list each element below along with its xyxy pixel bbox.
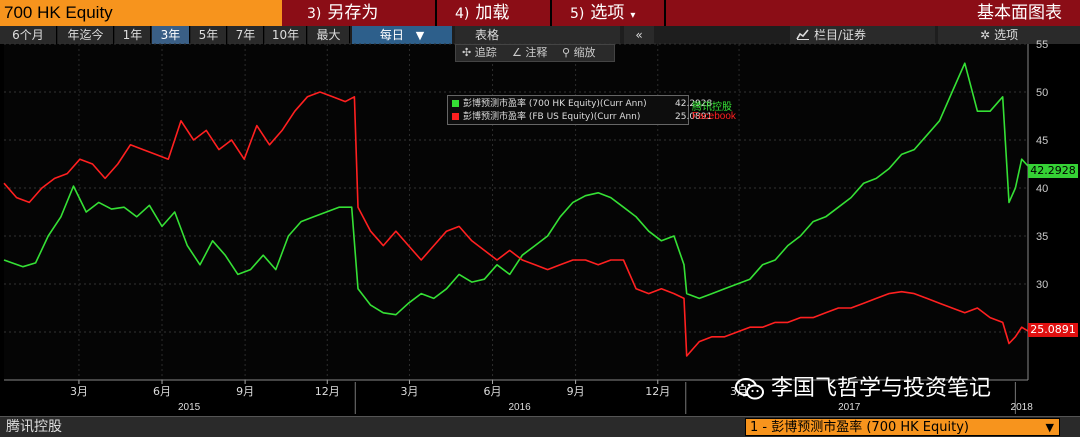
x-tick-label: 6月 — [484, 385, 502, 398]
y-tick-label: 55 — [1036, 39, 1048, 51]
period-5y[interactable]: 5年 — [191, 26, 227, 44]
track-label: 追踪 — [474, 46, 497, 59]
legend-label: 彭博预测市盈率 (FB US Equity)(Curr Ann) — [463, 112, 641, 122]
series-selector-label: 1 - 彭博预测市盈率 (700 HK Equity) — [750, 420, 969, 435]
period-1y[interactable]: 1年 — [115, 26, 151, 44]
load-label: 加载 — [475, 3, 510, 23]
crosshair-icon: ✣ — [462, 46, 475, 59]
options-button[interactable]: ✲ 选项 — [938, 26, 1080, 44]
table-button[interactable]: 表格 — [455, 26, 620, 44]
period-max[interactable]: 最大 — [308, 26, 350, 44]
triangle-down-icon: ▼ — [1045, 421, 1054, 434]
x-tick-label: 9月 — [567, 385, 585, 398]
year-label: 2015 — [178, 402, 201, 413]
frequency-value: 每日 — [379, 28, 404, 42]
x-tick-label: 6月 — [153, 385, 171, 398]
options-text: 选项 — [994, 28, 1019, 42]
x-tick-label: 9月 — [236, 385, 254, 398]
x-tick-label: 3月 — [70, 385, 88, 398]
watermark-text: 李国飞哲学与投资笔记 — [771, 376, 992, 401]
company-name: 腾讯控股 — [6, 419, 62, 435]
period-toolbar: 6个月 年迄今 1年 3年 5年 7年 10年 最大 每日 ▼ 表格 « 栏目/… — [0, 26, 1080, 44]
y-tick-label: 30 — [1036, 279, 1048, 291]
pencil-icon: ∠ — [512, 46, 526, 59]
period-7y[interactable]: 7年 — [228, 26, 264, 44]
year-label: 2017 — [838, 402, 861, 413]
zoom-tool[interactable]: ⚲ 缩放 — [562, 45, 596, 61]
y-tick-label: 50 — [1036, 87, 1048, 99]
period-6m[interactable]: 6个月 — [0, 26, 57, 44]
columns-label: 栏目/证券 — [814, 28, 867, 42]
legend-swatch — [452, 100, 459, 107]
magnifier-icon: ⚲ — [562, 46, 574, 59]
wechat-icon — [735, 378, 764, 400]
gear-icon: ✲ — [980, 28, 991, 42]
legend-name-facebook: Facebook — [692, 111, 736, 122]
frequency-select[interactable]: 每日 ▼ — [352, 26, 452, 44]
series-selector[interactable]: 1 - 彭博预测市盈率 (700 HK Equity) ▼ — [745, 418, 1060, 436]
x-tick-label: 12月 — [315, 385, 340, 398]
load-button[interactable]: 4) 加载 — [439, 0, 552, 26]
columns-securities-button[interactable]: 栏目/证券 — [790, 26, 935, 44]
legend-value: 42.2928 — [675, 99, 713, 109]
x-tick-label: 3月 — [400, 385, 418, 398]
series-line-tencent — [3, 62, 1029, 316]
last-value-badge-tencent: 42.2928 — [1028, 164, 1078, 178]
title-bar: 700 HK Equity 3) 另存为 4) 加载 5) 选项 ▾ 基本面图表 — [0, 0, 1080, 26]
collapse-button[interactable]: « — [624, 26, 654, 44]
period-3y[interactable]: 3年 — [152, 26, 190, 44]
options-menu[interactable]: 5) 选项 ▾ — [554, 0, 666, 26]
annotate-tool[interactable]: ∠ 注释 — [512, 45, 547, 61]
period-10y[interactable]: 10年 — [265, 26, 307, 44]
series-layer — [3, 62, 1029, 357]
y-tick-label: 40 — [1036, 183, 1048, 195]
legend-entry: 彭博预测市盈率 (700 HK Equity)(Curr Ann) 42.292… — [452, 97, 712, 111]
annotate-label: 注释 — [525, 46, 548, 59]
save-as-label: 另存为 — [327, 3, 379, 23]
save-as-button[interactable]: 3) 另存为 — [285, 0, 437, 26]
last-value-badge-facebook: 25.0891 — [1028, 323, 1078, 337]
zoom-label: 缩放 — [573, 46, 596, 59]
caret-down-icon: ▾ — [630, 10, 636, 21]
chart-tools: ✣ 追踪 ∠ 注释 ⚲ 缩放 — [455, 44, 615, 62]
legend-entry: 彭博预测市盈率 (FB US Equity)(Curr Ann) 25.0891 — [452, 110, 712, 124]
menu-number: 4) — [455, 6, 470, 22]
legend-label: 彭博预测市盈率 (700 HK Equity)(Curr Ann) — [463, 99, 647, 109]
y-tick-label: 45 — [1036, 135, 1048, 147]
legend-value: 25.0891 — [675, 112, 713, 122]
year-label: 2018 — [1011, 402, 1034, 413]
watermark: 李国飞哲学与投资笔记 — [735, 372, 991, 406]
chart-icon — [796, 29, 809, 40]
legend-name-tencent: 腾讯控股 — [692, 102, 732, 113]
triangle-down-icon: ▼ — [415, 29, 425, 42]
status-bar: 腾讯控股 1 - 彭博预测市盈率 (700 HK Equity) ▼ — [0, 416, 1080, 437]
ticker-field[interactable]: 700 HK Equity — [0, 0, 282, 26]
menu-number: 3) — [307, 6, 322, 22]
year-label: 2016 — [508, 402, 531, 413]
x-tick-label: 12月 — [645, 385, 670, 398]
y-tick-label: 35 — [1036, 231, 1048, 243]
options-label: 选项 — [590, 3, 625, 23]
chart-legend[interactable]: 彭博预测市盈率 (700 HK Equity)(Curr Ann) 42.292… — [447, 95, 712, 125]
track-tool[interactable]: ✣ 追踪 — [462, 45, 497, 61]
period-ytd[interactable]: 年迄今 — [58, 26, 114, 44]
template-title: 基本面图表 — [977, 3, 1062, 23]
series-line-facebook — [3, 91, 1029, 357]
menu-number: 5) — [570, 6, 585, 22]
legend-swatch — [452, 113, 459, 120]
